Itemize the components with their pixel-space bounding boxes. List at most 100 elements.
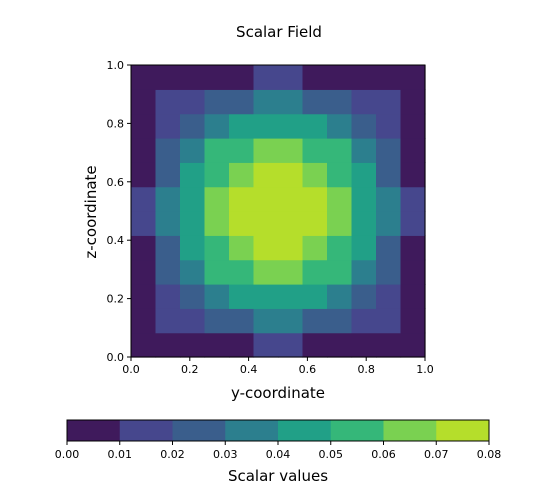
contour-cell xyxy=(131,211,157,236)
contour-cell xyxy=(131,332,157,358)
contour-cell xyxy=(278,65,304,90)
colorbar-segment xyxy=(436,420,490,441)
contour-cell xyxy=(327,284,353,309)
contour-cell xyxy=(180,211,206,236)
contour-cell xyxy=(204,211,230,236)
contour-cell xyxy=(180,259,206,285)
x-tick-label: 0.0 xyxy=(122,363,140,376)
chart-title: Scalar Field xyxy=(236,23,322,41)
y-axis-label: z-coordinate xyxy=(82,165,100,258)
contour-cell xyxy=(302,162,328,188)
contour-cell xyxy=(376,211,402,236)
contour-cell xyxy=(204,65,230,90)
contour-cell xyxy=(180,332,206,358)
contour-cell xyxy=(204,138,230,163)
contour-cell xyxy=(180,65,206,90)
contour-cell xyxy=(253,113,279,139)
contour-cell xyxy=(327,113,353,139)
contour-cell xyxy=(376,284,402,309)
contour-cell xyxy=(278,235,304,261)
y-tick-label: 0.0 xyxy=(107,351,125,364)
contour-cell xyxy=(376,186,402,212)
plot-area xyxy=(130,64,426,358)
colorbar-segment xyxy=(119,420,173,441)
contour-cell xyxy=(278,284,304,309)
contour-cell xyxy=(400,332,426,358)
colorbar-segment xyxy=(278,420,332,441)
contour-cell xyxy=(327,138,353,163)
contour-cell xyxy=(204,235,230,261)
contour-cell xyxy=(327,211,353,236)
contour-cell xyxy=(131,235,157,261)
contour-cell xyxy=(302,113,328,139)
contour-cell xyxy=(302,211,328,236)
contour-cell xyxy=(278,308,304,334)
contour-cell xyxy=(376,259,402,285)
contour-cell xyxy=(400,89,426,115)
contour-cell xyxy=(204,332,230,358)
contour-cell xyxy=(155,89,181,115)
contour-cell xyxy=(229,284,255,309)
contour-cell xyxy=(400,308,426,334)
contour-cell xyxy=(278,113,304,139)
contour-cell xyxy=(180,186,206,212)
contour-cell xyxy=(278,211,304,236)
y-tick-label: 0.4 xyxy=(107,234,125,247)
contour-cell xyxy=(253,284,279,309)
x-tick-label: 0.8 xyxy=(357,363,375,376)
contour-cell xyxy=(229,308,255,334)
contour-cell xyxy=(376,162,402,188)
x-axis: 0.0 0.2 0.4 0.6 0.8 1.0 xyxy=(122,357,434,376)
contour-cell xyxy=(131,113,157,139)
y-tick-label: 0.6 xyxy=(107,176,125,189)
contour-cell xyxy=(155,332,181,358)
contour-cell xyxy=(400,113,426,139)
contour-cell xyxy=(229,211,255,236)
contour-cell xyxy=(253,186,279,212)
contour-cell xyxy=(376,89,402,115)
contour-cell xyxy=(278,186,304,212)
contour-cell xyxy=(204,113,230,139)
contour-cell xyxy=(351,235,377,261)
contour-cell xyxy=(400,211,426,236)
contour-cell xyxy=(155,65,181,90)
contour-cell xyxy=(131,308,157,334)
contour-cell xyxy=(155,186,181,212)
contour-cell xyxy=(253,259,279,285)
contour-cell xyxy=(229,332,255,358)
contour-cell xyxy=(155,308,181,334)
contour-cell xyxy=(327,89,353,115)
contour-cell xyxy=(400,138,426,163)
x-tick-label: 0.6 xyxy=(299,363,317,376)
contour-cell xyxy=(302,186,328,212)
y-tick-label: 0.8 xyxy=(107,117,125,130)
contour-cell xyxy=(278,162,304,188)
contour-cell xyxy=(253,138,279,163)
x-tick-label: 0.2 xyxy=(181,363,199,376)
contour-cell xyxy=(327,65,353,90)
contour-cell xyxy=(155,211,181,236)
contour-cell xyxy=(229,113,255,139)
contour-cell xyxy=(253,332,279,358)
contour-cell xyxy=(302,65,328,90)
contour-cell xyxy=(229,162,255,188)
contour-cell xyxy=(229,138,255,163)
colorbar-tick-label: 0.04 xyxy=(266,448,291,461)
contour-cell xyxy=(253,162,279,188)
contour-cell xyxy=(327,259,353,285)
contour-cell xyxy=(351,211,377,236)
contour-cell xyxy=(327,186,353,212)
contour-cell xyxy=(400,162,426,188)
contour-cell xyxy=(180,113,206,139)
y-axis: 0.0 0.2 0.4 0.6 0.8 1.0 xyxy=(107,59,131,364)
contour-cell xyxy=(302,332,328,358)
contour-cell xyxy=(302,308,328,334)
contour-cell xyxy=(131,162,157,188)
contour-cell xyxy=(155,259,181,285)
contour-cell xyxy=(302,235,328,261)
contour-cell xyxy=(253,308,279,334)
colorbar: 0.00 0.01 0.02 0.03 0.04 0.05 0.06 0.07 0.08 xyxy=(55,419,501,461)
contour-cell xyxy=(327,308,353,334)
colorbar-tick-label: 0.03 xyxy=(213,448,238,461)
